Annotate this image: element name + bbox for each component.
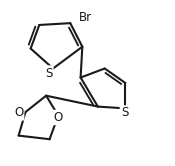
Text: S: S: [45, 67, 52, 80]
Text: O: O: [54, 111, 63, 124]
Text: Br: Br: [79, 11, 92, 24]
Text: S: S: [121, 106, 128, 119]
Text: O: O: [14, 106, 23, 119]
